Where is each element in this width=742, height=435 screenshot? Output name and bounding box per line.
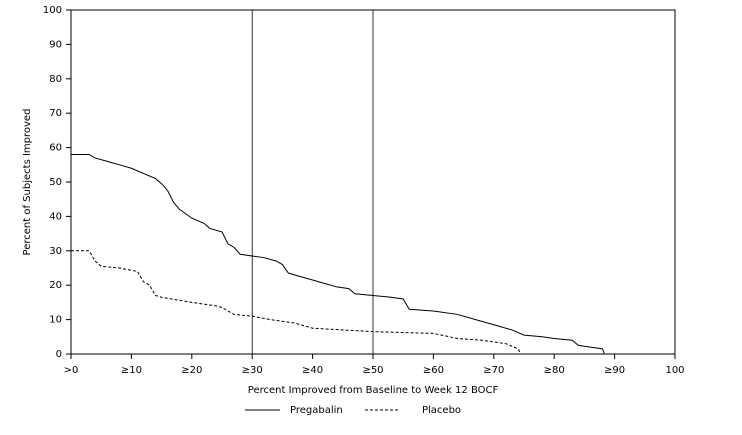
y-tick-label: 30 <box>49 246 62 257</box>
y-tick-label: 70 <box>49 108 62 119</box>
x-tick-label: 100 <box>665 365 684 376</box>
legend-label: Placebo <box>422 405 461 416</box>
x-tick-label: ≥60 <box>423 365 444 376</box>
y-tick-label: 0 <box>56 349 62 360</box>
x-tick-label: ≥70 <box>483 365 504 376</box>
y-tick-label: 40 <box>49 211 62 222</box>
x-axis-label: Percent Improved from Baseline to Week 1… <box>248 385 499 396</box>
series-line <box>71 153 605 355</box>
y-tick-label: 90 <box>49 39 62 50</box>
x-tick-label: ≥10 <box>121 365 142 376</box>
y-axis-label: Percent of Subjects Improved <box>22 109 33 256</box>
y-tick-label: 80 <box>49 74 62 85</box>
series-line <box>71 250 522 355</box>
x-tick-label: ≥40 <box>302 365 323 376</box>
x-tick-label: ≥50 <box>362 365 383 376</box>
y-tick-label: 60 <box>49 143 62 154</box>
y-tick-label: 100 <box>43 5 62 16</box>
x-tick-label: ≥20 <box>181 365 202 376</box>
x-tick-label: ≥30 <box>242 365 263 376</box>
y-tick-label: 20 <box>49 280 62 291</box>
y-tick-label: 50 <box>49 177 62 188</box>
x-tick-label: ≥80 <box>544 365 565 376</box>
legend-label: Pregabalin <box>290 405 343 416</box>
y-tick-label: 10 <box>49 315 62 326</box>
x-tick-label: ≥90 <box>604 365 625 376</box>
x-tick-label: >0 <box>64 365 79 376</box>
